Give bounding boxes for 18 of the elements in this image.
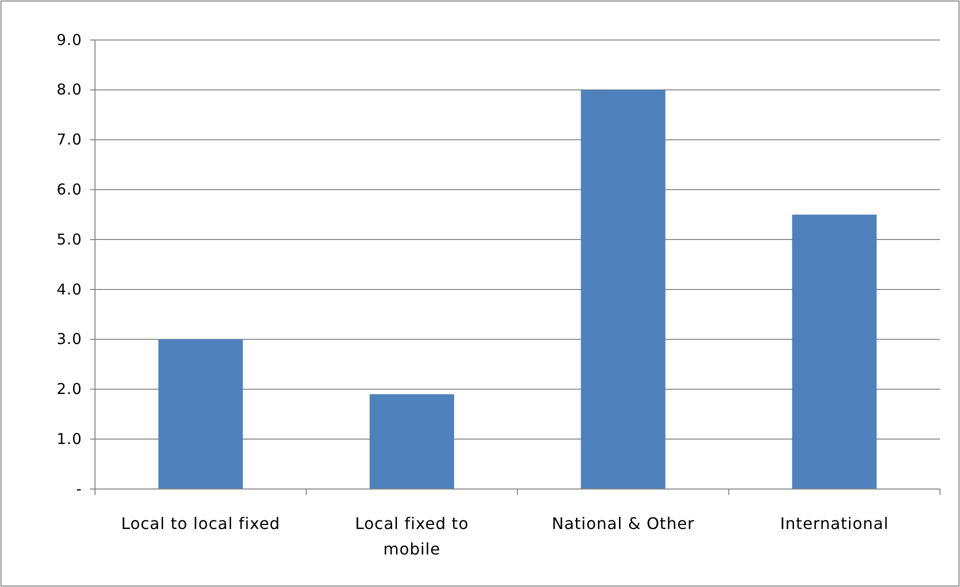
bar: [370, 394, 454, 489]
y-tick-label: 7.0: [56, 130, 82, 149]
y-tick-label: 9.0: [56, 30, 82, 49]
x-tick-label: Local fixed to mobile: [354, 514, 469, 559]
x-tick-label: Local to local fixed: [121, 514, 280, 533]
y-tick-label: 1.0: [56, 430, 82, 448]
y-tick-label: 2.0: [56, 380, 82, 398]
bar: [158, 339, 243, 489]
y-tick-label: 4.0: [56, 280, 82, 298]
y-tick-label: 6.0: [56, 180, 82, 198]
bar: [792, 214, 877, 489]
y-tick-label: -: [76, 480, 82, 498]
bar: [580, 90, 666, 489]
x-tick-label: International: [780, 514, 889, 533]
x-tick-label: National & Other: [552, 514, 694, 533]
y-tick-label: 3.0: [56, 330, 82, 348]
y-tick-label: 8.0: [56, 80, 82, 99]
y-tick-label: 5.0: [56, 230, 82, 248]
